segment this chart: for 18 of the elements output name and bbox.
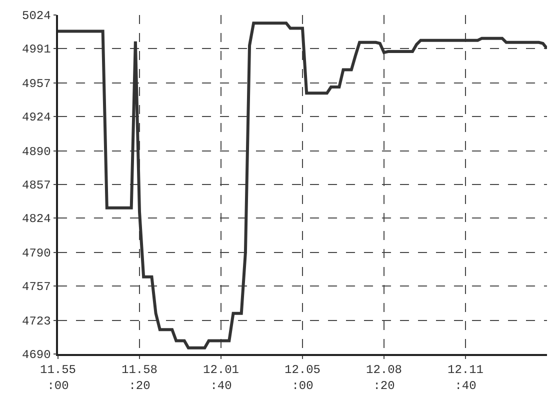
x-tick-label: 12.05 :00 <box>284 363 321 393</box>
y-tick-label: 4857 <box>22 178 51 193</box>
y-tick-label: 4957 <box>22 77 51 92</box>
x-tick-label: 11.55 :00 <box>40 363 76 393</box>
line-series <box>58 22 547 350</box>
y-tick-label: 4924 <box>22 110 51 125</box>
y-tick-label: 5024 <box>22 9 51 24</box>
y-tick-label: 4790 <box>22 246 51 261</box>
y-tick-label: 4723 <box>22 314 51 329</box>
y-tick-label: 4824 <box>22 212 51 226</box>
x-tick-label: 12.11 :40 <box>447 363 484 393</box>
y-tick-label: 4757 <box>22 280 51 294</box>
y-tick-label: 4890 <box>22 145 51 160</box>
y-tick-label: 4690 <box>22 348 51 362</box>
x-tick-label: 11.58 :20 <box>121 363 158 393</box>
y-tick-label: 4991 <box>22 42 51 57</box>
x-tick-label: 12.01 :40 <box>202 363 240 393</box>
x-tick-label: 12.08 :20 <box>366 363 402 393</box>
